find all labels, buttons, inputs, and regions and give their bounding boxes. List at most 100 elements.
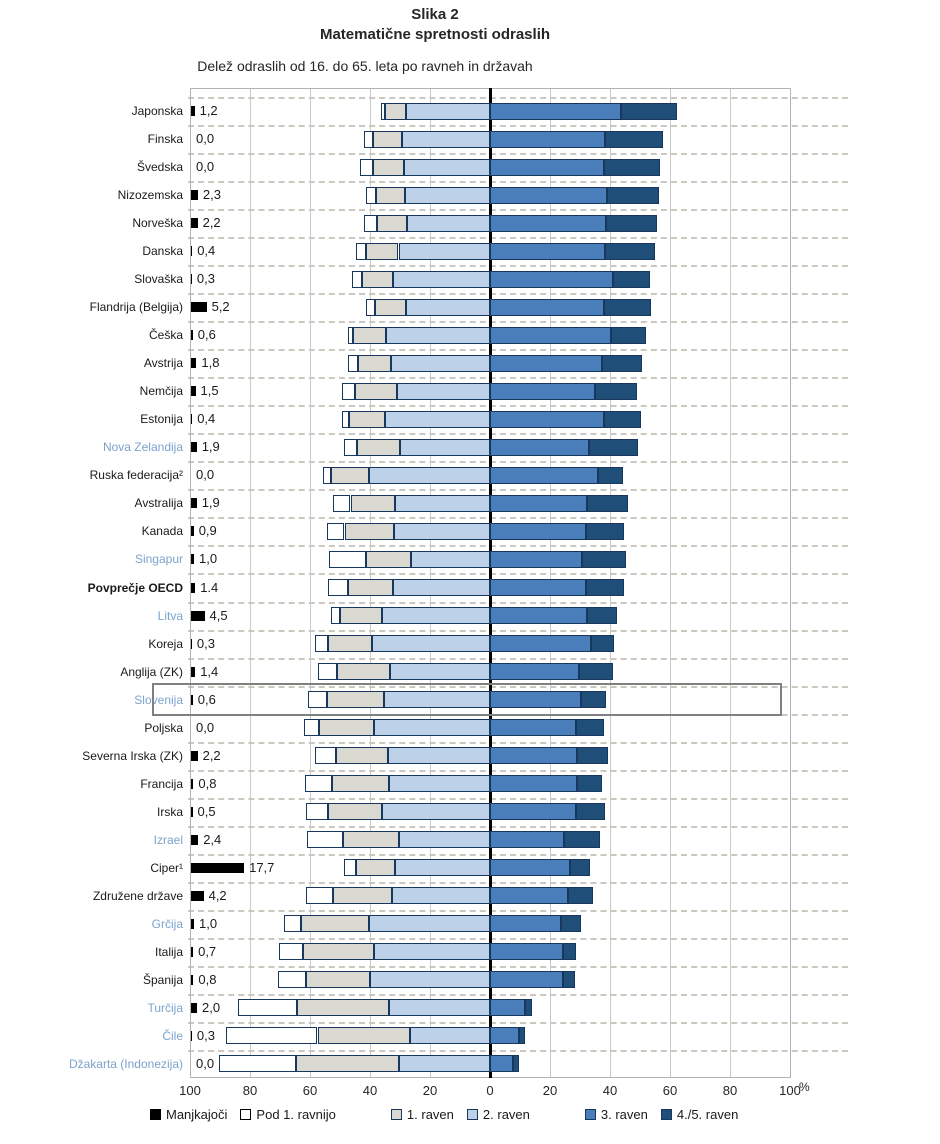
figure-subtitle: Delež odraslih od 16. do 65. leta po rav… xyxy=(197,58,533,74)
bar-segment-4-5-raven xyxy=(604,410,641,428)
bar-segment-pod-1-ravnijo xyxy=(305,887,334,905)
missing-bar xyxy=(191,386,196,397)
country-label: Irska xyxy=(156,804,183,819)
missing-value: 2,4 xyxy=(203,831,222,847)
bar-segment-4-5-raven xyxy=(561,915,581,933)
missing-value: 0,0 xyxy=(196,467,215,483)
bar-segment-1-raven xyxy=(331,775,389,793)
bar-segment-4-5-raven xyxy=(611,326,646,344)
bar-segment-2-raven xyxy=(390,663,490,681)
bar-segment-3-raven xyxy=(490,607,587,625)
bar-segment-4-5-raven xyxy=(621,102,678,120)
country-label: Avstrija xyxy=(143,356,183,371)
bar-segment-pod-1-ravnijo xyxy=(225,1027,318,1045)
bar-segment-pod-1-ravnijo xyxy=(277,971,307,989)
missing-value: 0,3 xyxy=(196,271,215,287)
missing-bar xyxy=(191,218,198,229)
missing-bar xyxy=(191,414,193,425)
bar-segment-3-raven xyxy=(490,550,583,568)
row-divider xyxy=(188,573,848,576)
bar-segment-3-raven xyxy=(490,102,622,120)
country-label: Nemčija xyxy=(139,384,183,399)
figure-title: Matematične spretnosti odraslih xyxy=(319,26,551,43)
bar-segment-4-5-raven xyxy=(601,354,643,372)
bar-segment-3-raven xyxy=(490,326,612,344)
bar-segment-1-raven xyxy=(340,607,382,625)
country-label: Flandrija (Belgija) xyxy=(89,300,183,315)
country-label: Nizozemska xyxy=(117,188,183,203)
missing-value: 0,6 xyxy=(197,691,216,707)
bar-segment-1-raven xyxy=(335,747,389,765)
bar-segment-2-raven xyxy=(388,747,490,765)
country-label: Litva xyxy=(157,608,183,623)
country-label: Švedska xyxy=(136,160,183,175)
bar-segment-4-5-raven xyxy=(567,887,594,905)
bar-segment-1-raven xyxy=(366,550,411,568)
country-label: Češka xyxy=(148,328,183,343)
bar-segment-pod-1-ravnijo xyxy=(278,943,303,961)
bar-segment-1-raven xyxy=(373,130,403,148)
row-divider xyxy=(188,825,848,828)
bar-segment-pod-1-ravnijo xyxy=(304,775,332,793)
bar-segment-2-raven xyxy=(406,298,490,316)
bar-segment-4-5-raven xyxy=(562,943,577,961)
bar-segment-2-raven xyxy=(393,579,490,596)
missing-value: 2,3 xyxy=(202,187,221,203)
bar-segment-1-raven xyxy=(327,803,382,821)
row-divider xyxy=(188,433,848,436)
bar-segment-pod-1-ravnijo xyxy=(326,522,345,540)
missing-bar xyxy=(191,694,193,705)
missing-value: 4,5 xyxy=(209,607,228,623)
bar-segment-4-5-raven xyxy=(564,831,600,849)
bar-segment-3-raven xyxy=(490,943,563,961)
country-label: Poljska xyxy=(144,720,183,735)
bar-segment-2-raven xyxy=(388,999,490,1017)
bar-segment-pod-1-ravnijo xyxy=(381,102,385,120)
row-divider xyxy=(188,209,848,212)
missing-bar xyxy=(191,1030,192,1041)
axis-tick-label: 60 xyxy=(662,1083,678,1098)
bar-segment-1-raven xyxy=(376,214,408,232)
row-divider xyxy=(188,489,848,492)
missing-value: 0,3 xyxy=(196,1027,215,1043)
bar-segment-1-raven xyxy=(337,663,391,681)
bar-segment-2-raven xyxy=(410,550,490,568)
country-label: Slovaška xyxy=(134,272,183,287)
legend-swatch-icon xyxy=(584,1109,596,1120)
country-label: Severna Irska (ZK) xyxy=(82,748,183,763)
country-label: Finska xyxy=(147,132,183,147)
missing-value: 0,9 xyxy=(198,523,217,539)
row-divider xyxy=(188,797,848,800)
country-label: Izrael xyxy=(153,832,183,847)
missing-bar xyxy=(191,918,194,929)
bar-segment-3-raven xyxy=(490,382,595,400)
missing-value: 2,2 xyxy=(202,215,221,231)
bar-segment-1-raven xyxy=(317,1027,410,1045)
bar-segment-2-raven xyxy=(393,522,490,540)
bar-segment-2-raven xyxy=(402,130,490,148)
country-label: Združene države xyxy=(92,888,183,903)
bar-segment-1-raven xyxy=(302,943,374,961)
bar-segment-1-raven xyxy=(333,887,392,905)
bar-segment-pod-1-ravnijo xyxy=(333,494,351,512)
bar-segment-1-raven xyxy=(318,719,375,737)
missing-bar xyxy=(191,638,192,649)
bar-segment-4-5-raven xyxy=(604,242,655,260)
bar-segment-2-raven xyxy=(405,102,490,120)
row-divider xyxy=(188,265,848,268)
country-label: Grčija xyxy=(151,916,183,931)
bar-segment-4-5-raven xyxy=(607,186,659,204)
gridline-vertical xyxy=(670,88,671,1078)
bar-segment-pod-1-ravnijo xyxy=(306,803,328,821)
bar-segment-3-raven xyxy=(490,466,598,484)
bar-segment-4-5-raven xyxy=(576,803,605,821)
row-divider xyxy=(188,181,848,184)
missing-bar xyxy=(191,666,196,677)
bar-segment-3-raven xyxy=(490,579,586,596)
bar-segment-2-raven xyxy=(384,691,490,709)
bar-segment-1-raven xyxy=(330,466,370,484)
bar-segment-3-raven xyxy=(490,270,614,288)
bar-segment-3-raven xyxy=(490,1027,519,1045)
bar-segment-4-5-raven xyxy=(597,466,623,484)
